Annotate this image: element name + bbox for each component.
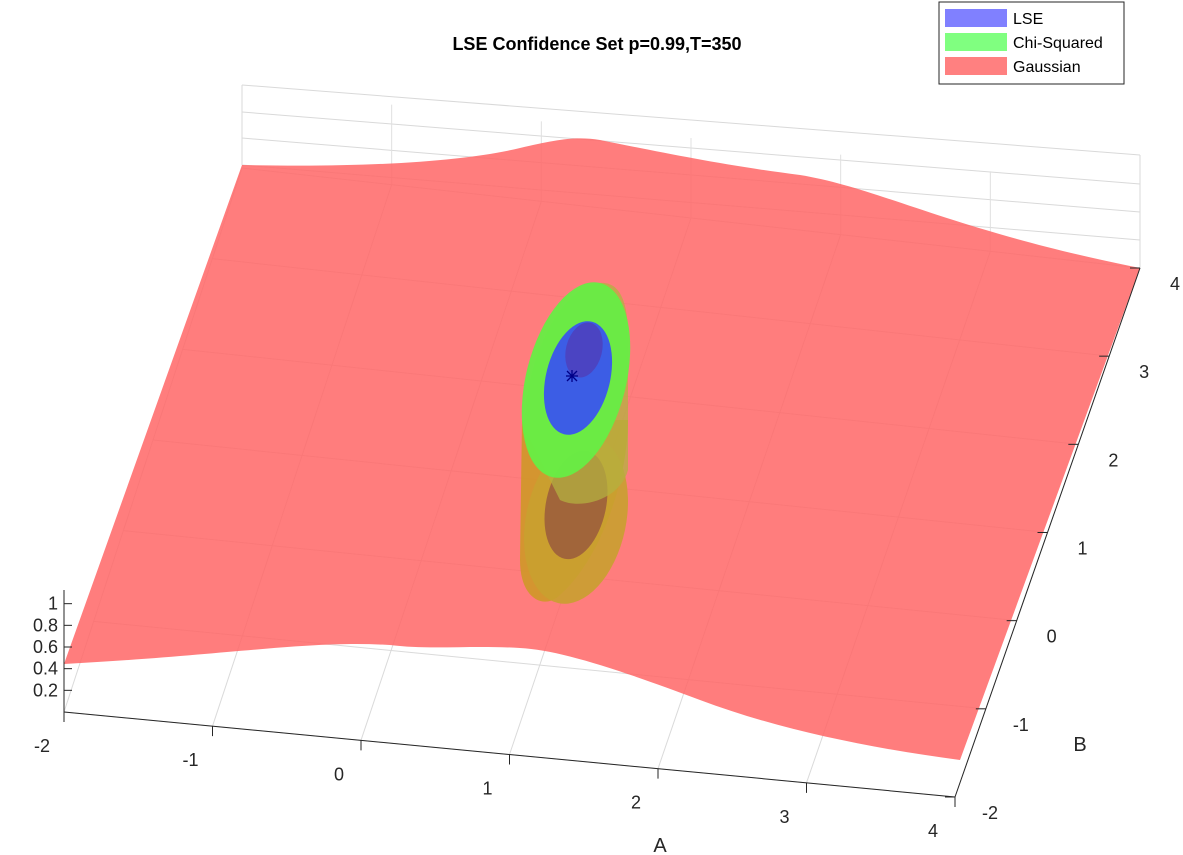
z-tick-label: 0.6 — [33, 637, 58, 657]
z-axis: 0.20.40.60.81 — [33, 590, 72, 712]
y-tick-label: 4 — [1170, 274, 1180, 294]
y-tick-label: -1 — [1013, 715, 1029, 735]
back-top-edge — [241, 84, 1141, 156]
x-tick-label: 4 — [928, 821, 938, 841]
z-tick-label: 0.4 — [33, 659, 58, 679]
point-estimate-marker — [566, 370, 578, 382]
legend-label: LSE — [1013, 11, 1043, 28]
legend-swatch — [945, 33, 1007, 51]
legend-swatch — [945, 57, 1007, 75]
z-tick-label: 0.2 — [33, 680, 58, 700]
x-axis: -2 -1 0 1 2 3 4 — [34, 711, 956, 841]
x-tick-label: 3 — [779, 807, 789, 827]
y-tick-label: 2 — [1108, 450, 1118, 470]
confidence-sets — [520, 282, 631, 604]
legend-swatch — [945, 9, 1007, 27]
y-tick-label: -2 — [982, 803, 998, 823]
y-tick-label: 1 — [1077, 539, 1087, 559]
y-axis-label: B — [1073, 734, 1086, 756]
x-tick-label: -1 — [182, 750, 198, 770]
chart-title: LSE Confidence Set p=0.99,T=350 — [452, 34, 741, 54]
legend: LSE Chi-Squared Gaussian — [938, 1, 1125, 85]
y-tick-label: 0 — [1047, 627, 1057, 647]
y-tick-label: 3 — [1139, 362, 1149, 382]
y-axis: -2 -1 0 1 2 3 4 — [945, 267, 1180, 823]
x-tick-label: 0 — [334, 764, 344, 784]
legend-label: Chi-Squared — [1013, 35, 1103, 52]
lse-inner-shade — [565, 322, 603, 378]
x-tick-label: 2 — [631, 793, 641, 813]
x-tick-label: 1 — [482, 779, 492, 799]
z-tick-label: 0.8 — [33, 615, 58, 635]
legend-label: Gaussian — [1013, 59, 1081, 76]
x-tick-label: -2 — [34, 736, 50, 756]
z-tick-label: 1 — [48, 594, 58, 614]
x-axis-label: A — [653, 835, 667, 855]
